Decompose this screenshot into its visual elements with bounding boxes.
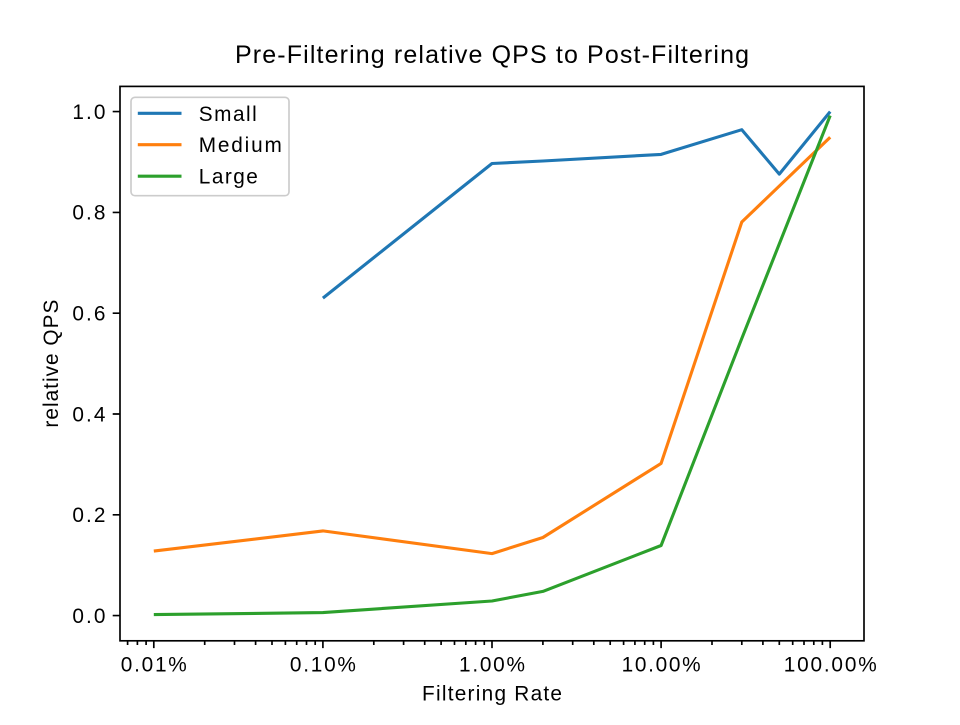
svg-text:Small: Small [199, 103, 257, 126]
svg-text:1.0: 1.0 [72, 101, 105, 124]
svg-text:Filtering Rate: Filtering Rate [422, 683, 562, 706]
svg-text:0.6: 0.6 [72, 303, 105, 326]
svg-text:0.8: 0.8 [72, 202, 105, 225]
svg-text:relative QPS: relative QPS [40, 300, 63, 428]
svg-text:0.2: 0.2 [72, 504, 105, 527]
svg-text:0.4: 0.4 [72, 403, 105, 426]
svg-text:Medium: Medium [199, 134, 282, 157]
svg-text:Pre-Filtering relative QPS to: Pre-Filtering relative QPS to Post-Filte… [235, 41, 749, 69]
svg-text:0.0: 0.0 [72, 605, 105, 628]
svg-text:Large: Large [199, 166, 258, 189]
